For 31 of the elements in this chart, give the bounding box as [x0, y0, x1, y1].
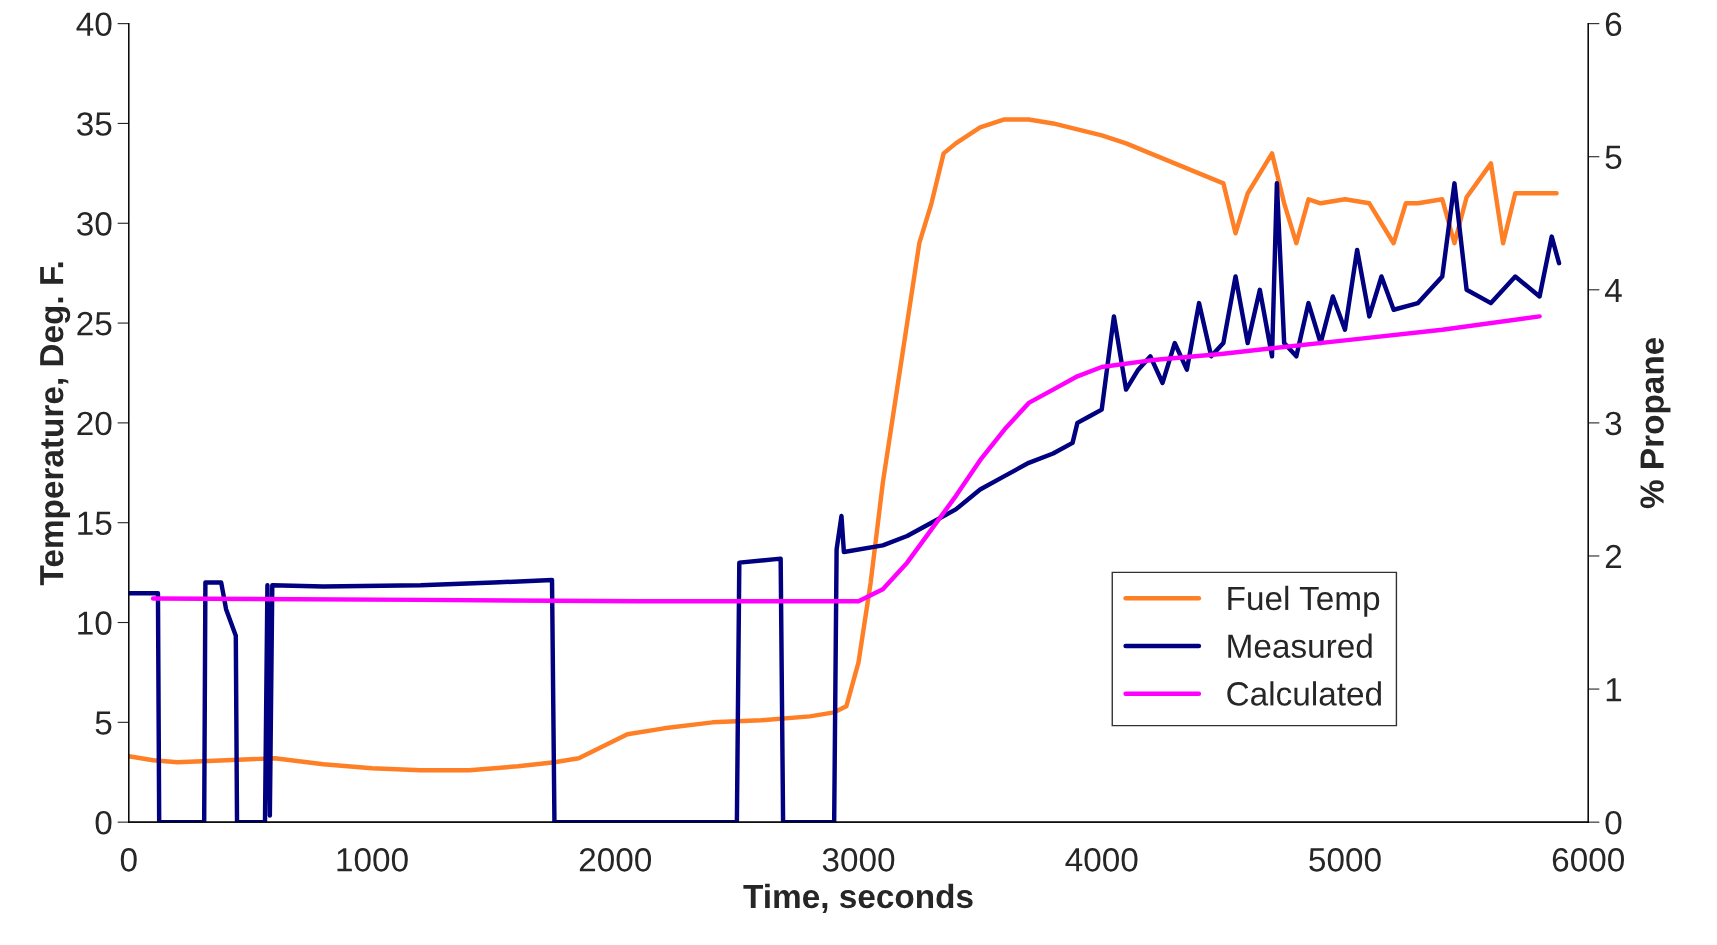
y2-tick-label: 2	[1605, 544, 1622, 569]
y2-tick-label: 6	[1605, 12, 1622, 37]
legend-label: Calculated	[1227, 681, 1381, 706]
line-series	[128, 181, 1562, 823]
y2-axis-title: % Propane	[1640, 337, 1671, 509]
x-tick-label: 3000	[822, 848, 895, 872]
x-tick-label: 4000	[1065, 848, 1138, 872]
line-series	[128, 117, 1559, 773]
y2-tick-label: 0	[1605, 810, 1622, 835]
x-tick-label: 2000	[579, 848, 652, 872]
y2-tick-label: 4	[1604, 278, 1622, 302]
y-tick-label: 30	[77, 212, 112, 236]
y-tick-label: 5	[95, 711, 112, 735]
x-tick-label: 0	[120, 848, 137, 872]
y-tick-label: 40	[76, 12, 112, 37]
x-tick-label: 6000	[1552, 848, 1624, 872]
y-tick-label: 0	[95, 810, 112, 835]
y2-tick-label: 3	[1605, 411, 1622, 436]
y-axis-title: Temperature, Deg. F.	[40, 262, 71, 586]
y-tick-label: 35	[77, 112, 112, 136]
x-tick-label: 1000	[337, 848, 408, 872]
legend-label: Measured	[1228, 633, 1372, 658]
y-tick-label: 20	[77, 411, 112, 436]
y-tick-label: 25	[77, 311, 112, 336]
y2-tick-label: 5	[1605, 145, 1622, 170]
y-tick-label: 15	[78, 511, 112, 536]
y-tick-label: 10	[78, 611, 112, 635]
x-tick-label: 5000	[1309, 848, 1381, 872]
x-axis-title: Time, seconds	[743, 883, 973, 914]
legend-label: Fuel Temp	[1228, 585, 1380, 617]
y2-tick-label: 1	[1606, 678, 1622, 702]
